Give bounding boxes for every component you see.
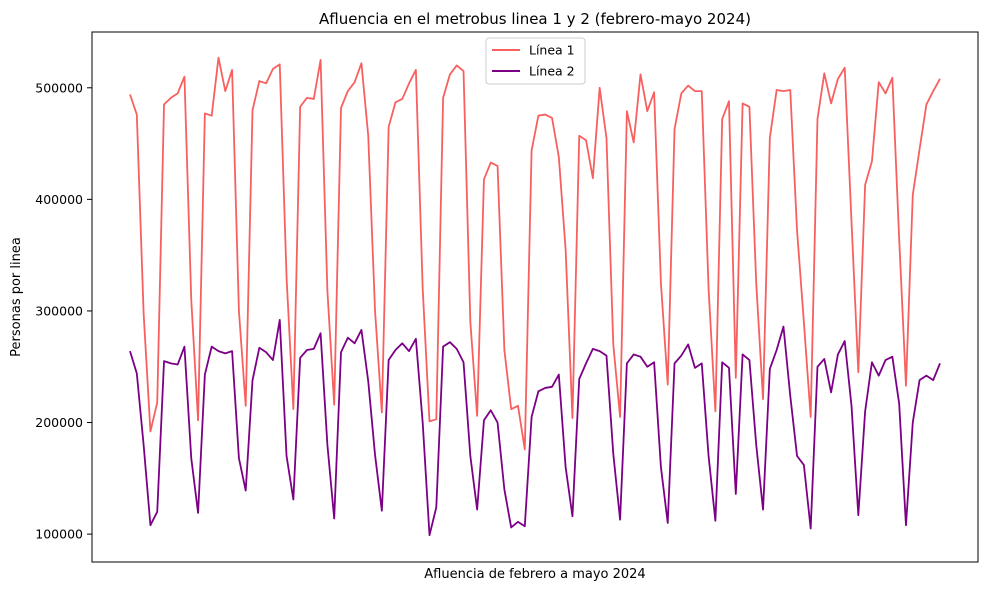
x-axis-label: Afluencia de febrero a mayo 2024	[424, 567, 645, 582]
legend-label: Línea 1	[529, 43, 575, 58]
chart-title: Afluencia en el metrobus linea 1 y 2 (fe…	[319, 10, 751, 28]
legend-label: Línea 2	[529, 64, 575, 79]
y-axis: 100000 200000 300000 400000 500000	[35, 80, 92, 542]
y-tick-label: 400000	[35, 192, 83, 207]
y-tick-label: 100000	[35, 527, 83, 542]
y-axis-label: Personas por linea	[9, 237, 24, 357]
series-layer	[129, 56, 941, 537]
series-line-2	[129, 318, 941, 537]
y-tick-label: 300000	[35, 303, 83, 318]
series-line-1	[129, 56, 941, 451]
y-tick-label: 200000	[35, 415, 83, 430]
plot-frame	[91, 31, 979, 563]
legend: Línea 1 Línea 2	[485, 37, 586, 85]
y-tick-label: 500000	[35, 80, 83, 95]
